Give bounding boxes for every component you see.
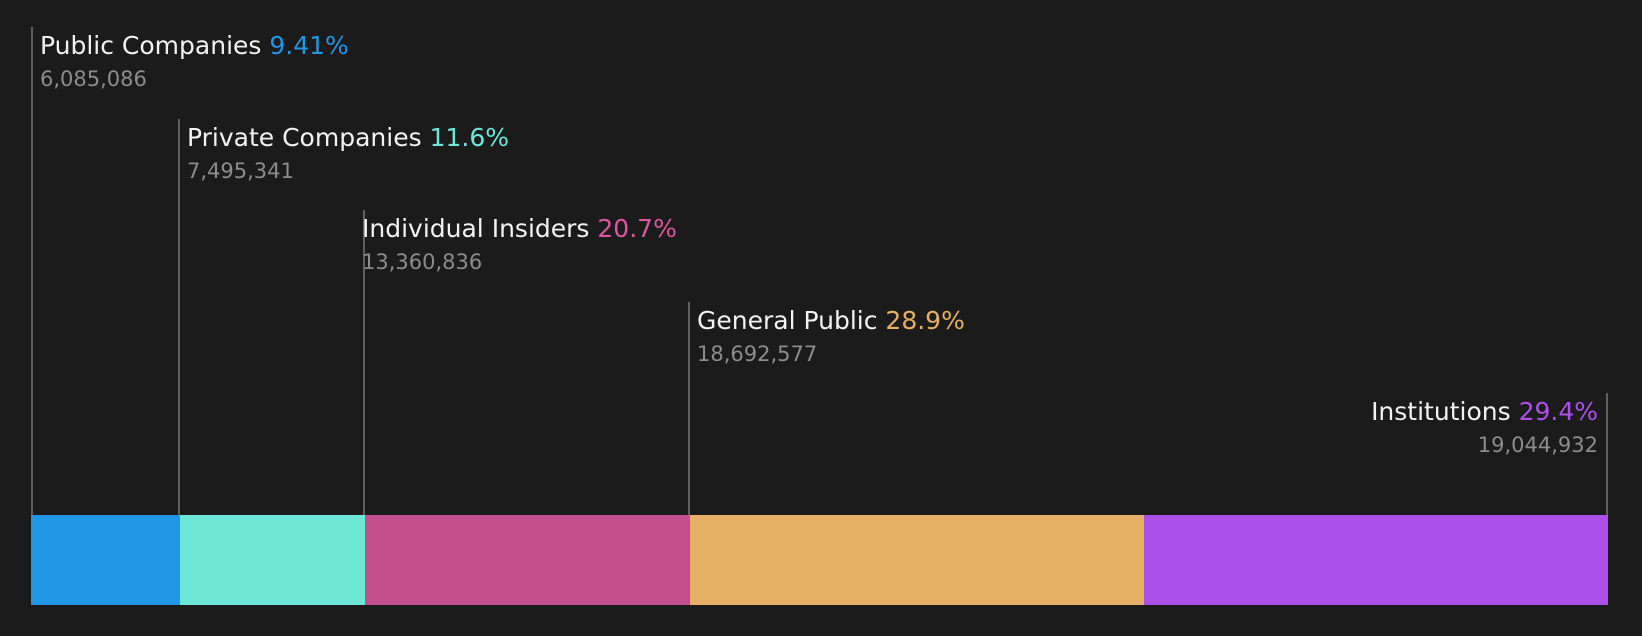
callout-name-public-companies: Public Companies (40, 31, 262, 60)
callout-percent-general-public: 28.9% (885, 306, 965, 335)
bar-segment-general-public[interactable] (690, 515, 1144, 605)
callout-name-institutions: Institutions (1371, 397, 1511, 426)
callout-value-individual-insiders: 13,360,836 (362, 250, 483, 274)
callout-name-general-public: General Public (697, 306, 878, 335)
leader-line-public-companies (31, 27, 33, 515)
callout-private-companies[interactable]: Private Companies 11.6% 7,495,341 (187, 123, 509, 184)
callout-percent-private-companies: 11.6% (429, 123, 509, 152)
callout-institutions[interactable]: Institutions 29.4% 19,044,932 (1000, 397, 1598, 458)
callout-percent-institutions: 29.4% (1518, 397, 1598, 426)
bar-segment-individual-insiders[interactable] (365, 515, 690, 605)
callout-public-companies[interactable]: Public Companies 9.41% 6,085,086 (40, 31, 349, 92)
bar-segment-institutions[interactable] (1144, 515, 1608, 605)
callout-general-public[interactable]: General Public 28.9% 18,692,577 (697, 306, 965, 367)
bar-segment-public-companies[interactable] (31, 515, 180, 605)
callout-value-public-companies: 6,085,086 (40, 67, 147, 91)
callout-percent-individual-insiders: 20.7% (597, 214, 677, 243)
leader-line-individual-insiders (363, 210, 365, 515)
callout-title-individual-insiders: Individual Insiders 20.7% (362, 214, 677, 244)
leader-line-general-public (688, 302, 690, 515)
leader-line-institutions (1606, 393, 1608, 515)
callout-name-private-companies: Private Companies (187, 123, 422, 152)
callout-title-general-public: General Public 28.9% (697, 306, 965, 336)
callout-title-institutions: Institutions 29.4% (1000, 397, 1598, 427)
leader-line-private-companies (178, 119, 180, 515)
callout-name-individual-insiders: Individual Insiders (362, 214, 590, 243)
bar-segment-private-companies[interactable] (180, 515, 365, 605)
callout-title-public-companies: Public Companies 9.41% (40, 31, 349, 61)
callout-percent-public-companies: 9.41% (269, 31, 349, 60)
callout-title-private-companies: Private Companies 11.6% (187, 123, 509, 153)
callout-value-institutions: 19,044,932 (1477, 433, 1598, 457)
callout-value-private-companies: 7,495,341 (187, 159, 294, 183)
ownership-stacked-bar (31, 515, 1608, 605)
callout-value-general-public: 18,692,577 (697, 342, 818, 366)
callout-individual-insiders[interactable]: Individual Insiders 20.7% 13,360,836 (362, 214, 677, 275)
